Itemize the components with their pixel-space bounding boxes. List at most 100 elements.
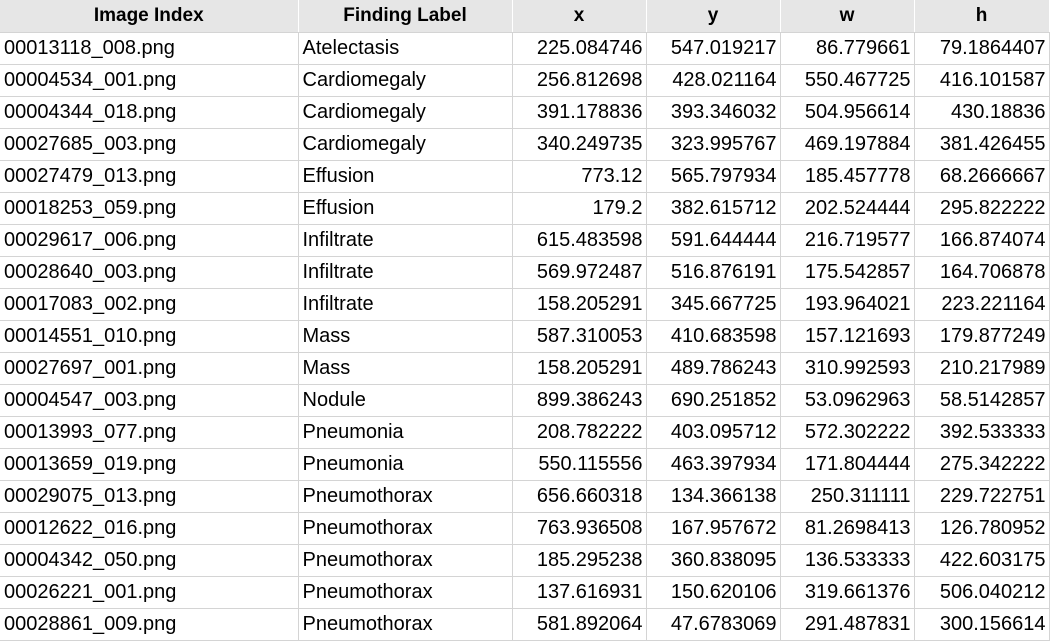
- cell-w[interactable]: 550.467725: [780, 64, 915, 97]
- cell-y[interactable]: 489.786243: [646, 352, 781, 385]
- cell-w[interactable]: 53.0962963: [780, 384, 915, 417]
- cell-finding-label[interactable]: Cardiomegaly: [298, 96, 513, 129]
- cell-w[interactable]: 504.956614: [780, 96, 915, 129]
- cell-w[interactable]: 310.992593: [780, 352, 915, 385]
- cell-y[interactable]: 516.876191: [646, 256, 781, 289]
- cell-y[interactable]: 167.957672: [646, 512, 781, 545]
- cell-finding-label[interactable]: Infiltrate: [298, 288, 513, 321]
- cell-w[interactable]: 157.121693: [780, 320, 915, 353]
- cell-image-index[interactable]: 00029075_013.png: [0, 480, 299, 513]
- cell-h[interactable]: 381.426455: [914, 128, 1050, 161]
- cell-x[interactable]: 587.310053: [512, 320, 647, 353]
- cell-x[interactable]: 550.115556: [512, 448, 647, 481]
- cell-x[interactable]: 158.205291: [512, 288, 647, 321]
- cell-finding-label[interactable]: Pneumonia: [298, 448, 513, 481]
- cell-h[interactable]: 416.101587: [914, 64, 1050, 97]
- cell-h[interactable]: 275.342222: [914, 448, 1050, 481]
- cell-h[interactable]: 295.822222: [914, 192, 1050, 225]
- cell-finding-label[interactable]: Effusion: [298, 160, 513, 193]
- cell-h[interactable]: 179.877249: [914, 320, 1050, 353]
- cell-finding-label[interactable]: Atelectasis: [298, 32, 513, 65]
- cell-x[interactable]: 158.205291: [512, 352, 647, 385]
- cell-h[interactable]: 166.874074: [914, 224, 1050, 257]
- column-header-y[interactable]: y: [646, 0, 781, 33]
- cell-y[interactable]: 382.615712: [646, 192, 781, 225]
- cell-image-index[interactable]: 00004342_050.png: [0, 544, 299, 577]
- cell-finding-label[interactable]: Cardiomegaly: [298, 64, 513, 97]
- cell-image-index[interactable]: 00026221_001.png: [0, 576, 299, 609]
- cell-finding-label[interactable]: Cardiomegaly: [298, 128, 513, 161]
- cell-y[interactable]: 410.683598: [646, 320, 781, 353]
- cell-w[interactable]: 86.779661: [780, 32, 915, 65]
- cell-y[interactable]: 134.366138: [646, 480, 781, 513]
- cell-x[interactable]: 208.782222: [512, 416, 647, 449]
- cell-image-index[interactable]: 00029617_006.png: [0, 224, 299, 257]
- cell-h[interactable]: 430.18836: [914, 96, 1050, 129]
- cell-y[interactable]: 463.397934: [646, 448, 781, 481]
- cell-x[interactable]: 581.892064: [512, 608, 647, 641]
- cell-w[interactable]: 81.2698413: [780, 512, 915, 545]
- cell-image-index[interactable]: 00014551_010.png: [0, 320, 299, 353]
- cell-w[interactable]: 136.533333: [780, 544, 915, 577]
- column-header-image-index[interactable]: Image Index: [0, 0, 299, 33]
- column-header-x[interactable]: x: [512, 0, 647, 33]
- cell-x[interactable]: 391.178836: [512, 96, 647, 129]
- cell-y[interactable]: 428.021164: [646, 64, 781, 97]
- cell-y[interactable]: 591.644444: [646, 224, 781, 257]
- cell-h[interactable]: 506.040212: [914, 576, 1050, 609]
- cell-finding-label[interactable]: Pneumothorax: [298, 576, 513, 609]
- cell-y[interactable]: 360.838095: [646, 544, 781, 577]
- cell-h[interactable]: 392.533333: [914, 416, 1050, 449]
- cell-h[interactable]: 164.706878: [914, 256, 1050, 289]
- cell-y[interactable]: 47.6783069: [646, 608, 781, 641]
- cell-finding-label[interactable]: Nodule: [298, 384, 513, 417]
- cell-y[interactable]: 323.995767: [646, 128, 781, 161]
- cell-w[interactable]: 175.542857: [780, 256, 915, 289]
- cell-h[interactable]: 223.221164: [914, 288, 1050, 321]
- cell-x[interactable]: 137.616931: [512, 576, 647, 609]
- cell-finding-label[interactable]: Infiltrate: [298, 224, 513, 257]
- cell-w[interactable]: 572.302222: [780, 416, 915, 449]
- cell-h[interactable]: 68.2666667: [914, 160, 1050, 193]
- cell-image-index[interactable]: 00013118_008.png: [0, 32, 299, 65]
- cell-h[interactable]: 126.780952: [914, 512, 1050, 545]
- cell-image-index[interactable]: 00027685_003.png: [0, 128, 299, 161]
- cell-y[interactable]: 565.797934: [646, 160, 781, 193]
- cell-x[interactable]: 615.483598: [512, 224, 647, 257]
- cell-image-index[interactable]: 00027697_001.png: [0, 352, 299, 385]
- cell-image-index[interactable]: 00004344_018.png: [0, 96, 299, 129]
- cell-image-index[interactable]: 00018253_059.png: [0, 192, 299, 225]
- cell-image-index[interactable]: 00013659_019.png: [0, 448, 299, 481]
- cell-image-index[interactable]: 00028640_003.png: [0, 256, 299, 289]
- cell-image-index[interactable]: 00004547_003.png: [0, 384, 299, 417]
- cell-x[interactable]: 256.812698: [512, 64, 647, 97]
- cell-y[interactable]: 403.095712: [646, 416, 781, 449]
- cell-w[interactable]: 216.719577: [780, 224, 915, 257]
- cell-y[interactable]: 690.251852: [646, 384, 781, 417]
- cell-w[interactable]: 250.311111: [780, 480, 915, 513]
- cell-finding-label[interactable]: Pneumothorax: [298, 608, 513, 641]
- cell-finding-label[interactable]: Infiltrate: [298, 256, 513, 289]
- cell-x[interactable]: 179.2: [512, 192, 647, 225]
- cell-w[interactable]: 185.457778: [780, 160, 915, 193]
- cell-finding-label[interactable]: Pneumothorax: [298, 512, 513, 545]
- cell-finding-label[interactable]: Pneumonia: [298, 416, 513, 449]
- cell-y[interactable]: 150.620106: [646, 576, 781, 609]
- cell-image-index[interactable]: 00004534_001.png: [0, 64, 299, 97]
- cell-w[interactable]: 469.197884: [780, 128, 915, 161]
- cell-y[interactable]: 345.667725: [646, 288, 781, 321]
- cell-finding-label[interactable]: Pneumothorax: [298, 544, 513, 577]
- cell-h[interactable]: 79.1864407: [914, 32, 1050, 65]
- column-header-h[interactable]: h: [914, 0, 1050, 33]
- cell-x[interactable]: 569.972487: [512, 256, 647, 289]
- cell-h[interactable]: 229.722751: [914, 480, 1050, 513]
- cell-x[interactable]: 899.386243: [512, 384, 647, 417]
- cell-h[interactable]: 210.217989: [914, 352, 1050, 385]
- cell-x[interactable]: 773.12: [512, 160, 647, 193]
- cell-x[interactable]: 340.249735: [512, 128, 647, 161]
- cell-finding-label[interactable]: Effusion: [298, 192, 513, 225]
- cell-image-index[interactable]: 00012622_016.png: [0, 512, 299, 545]
- cell-w[interactable]: 319.661376: [780, 576, 915, 609]
- cell-finding-label[interactable]: Mass: [298, 352, 513, 385]
- cell-x[interactable]: 763.936508: [512, 512, 647, 545]
